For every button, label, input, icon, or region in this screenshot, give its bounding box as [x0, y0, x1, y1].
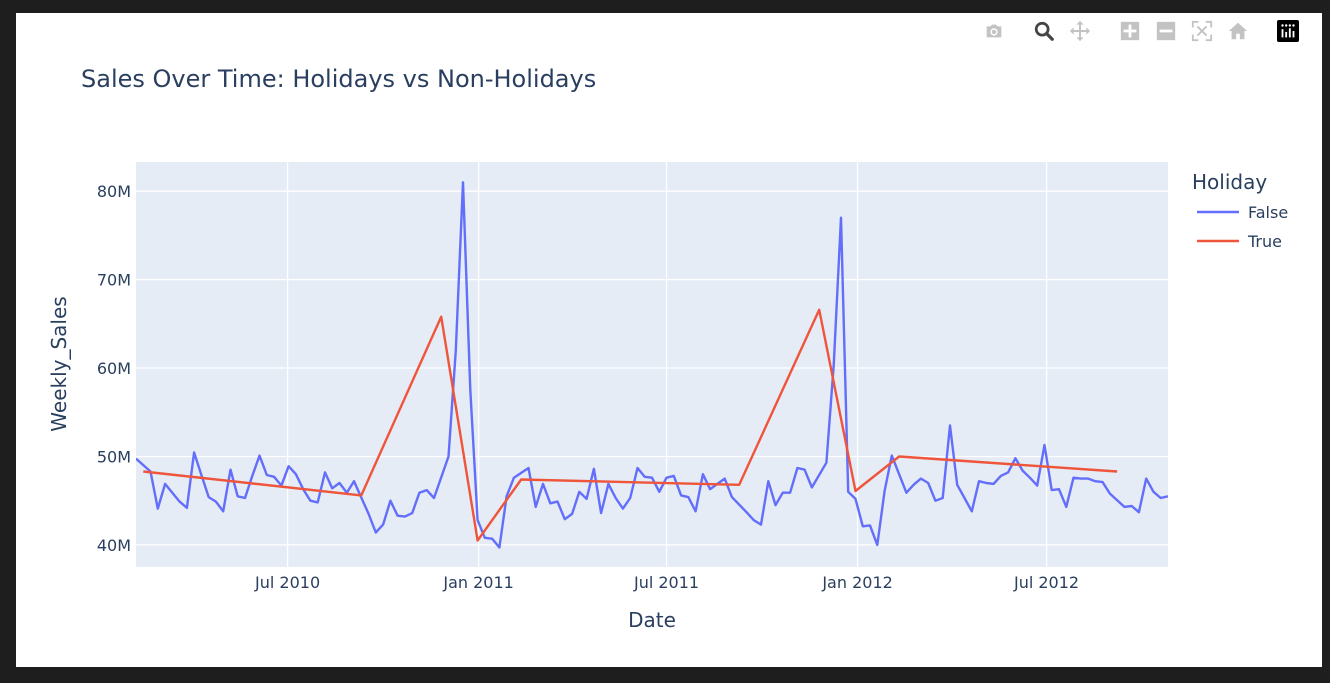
legend-item-true[interactable]: True: [1197, 232, 1282, 251]
plot-area[interactable]: [136, 162, 1168, 567]
x-gridlines: [286, 162, 1048, 567]
y-tick-label: 60M: [97, 359, 131, 378]
y-axis-title: Weekly_Sales: [47, 296, 71, 431]
y-tick-label: 40M: [97, 536, 131, 555]
modebar: [970, 19, 1300, 43]
x-axis-title: Date: [628, 608, 676, 632]
y-tick-label: 80M: [97, 182, 131, 201]
x-tick-label: Jul 2010: [254, 573, 320, 592]
zoom-in-icon[interactable]: [1118, 19, 1142, 43]
y-tick-label: 50M: [97, 447, 131, 466]
plot-container: 40M 50M 60M 70M 80M Jul 2010 Jan 2011 Jul 2011…: [16, 13, 1322, 667]
zoom-icon[interactable]: [1032, 19, 1056, 43]
chart-title: Sales Over Time: Holidays vs Non-Holiday…: [81, 65, 596, 93]
legend-title: Holiday: [1192, 170, 1267, 194]
x-tick-label: Jan 2011: [442, 573, 513, 592]
legend-item-false[interactable]: False: [1197, 203, 1288, 222]
y-tick-labels: 40M 50M 60M 70M 80M: [97, 182, 131, 555]
autoscale-icon[interactable]: [1190, 19, 1214, 43]
series-line-true[interactable]: [143, 308, 1118, 542]
reset-axes-icon[interactable]: [1226, 19, 1250, 43]
legend-label-false: False: [1248, 203, 1288, 222]
pan-icon[interactable]: [1068, 19, 1092, 43]
y-gridlines: [136, 190, 1168, 546]
y-tick-label: 70M: [97, 271, 131, 290]
legend: Holiday False True: [1192, 170, 1288, 251]
series-layer: [136, 181, 1168, 549]
x-tick-labels: Jul 2010 Jan 2011 Jul 2011 Jan 2012 Jul 2012: [254, 573, 1079, 592]
camera-icon[interactable]: [982, 19, 1006, 43]
series-line-false[interactable]: [136, 181, 1168, 549]
x-tick-label: Jul 2011: [633, 573, 699, 592]
x-tick-label: Jul 2012: [1013, 573, 1079, 592]
legend-label-true: True: [1247, 232, 1282, 251]
plotly-logo-icon[interactable]: [1276, 19, 1300, 43]
zoom-out-icon[interactable]: [1154, 19, 1178, 43]
chart: 40M 50M 60M 70M 80M Jul 2010 Jan 2011 Jul 2011…: [47, 65, 1288, 632]
x-tick-label: Jan 2012: [821, 573, 892, 592]
